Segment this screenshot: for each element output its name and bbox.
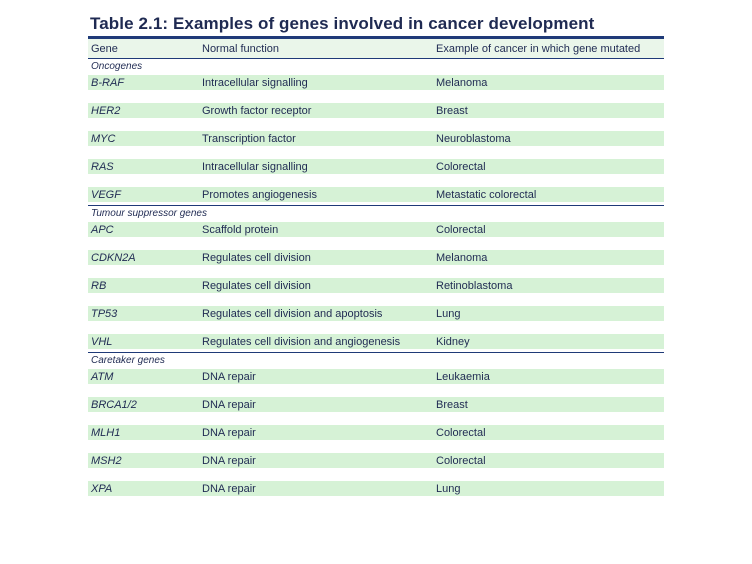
cell-gene: CDKN2A xyxy=(91,251,136,264)
row-spacer xyxy=(88,90,664,103)
cell-function: DNA repair xyxy=(202,398,256,411)
table-row: RB Regulates cell division Retinoblastoma xyxy=(88,278,664,293)
table-row: XPA DNA repair Lung xyxy=(88,481,664,496)
section-label: Caretaker genes xyxy=(91,355,165,366)
table-row: HER2 Growth factor receptor Breast xyxy=(88,103,664,118)
row-spacer xyxy=(88,265,664,278)
cell-function: Regulates cell division and apoptosis xyxy=(202,307,383,320)
cell-gene: MSH2 xyxy=(91,454,122,467)
cell-function: Regulates cell division xyxy=(202,251,311,264)
cell-cancer: Melanoma xyxy=(436,251,488,264)
cell-cancer: Neuroblastoma xyxy=(436,132,511,145)
table-row: MYC Transcription factor Neuroblastoma xyxy=(88,131,664,146)
cell-cancer: Kidney xyxy=(436,335,470,348)
cell-cancer: Leukaemia xyxy=(436,370,490,383)
cell-cancer: Breast xyxy=(436,398,468,411)
cell-cancer: Lung xyxy=(436,307,461,320)
cell-gene: HER2 xyxy=(91,104,121,117)
row-spacer xyxy=(88,468,664,481)
cell-cancer: Breast xyxy=(436,104,468,117)
cell-function: DNA repair xyxy=(202,482,256,495)
cell-gene: ATM xyxy=(91,370,114,383)
cell-gene: MLH1 xyxy=(91,426,121,439)
table-row: VHL Regulates cell division and angiogene… xyxy=(88,334,664,349)
cell-function: Promotes angiogenesis xyxy=(202,188,317,201)
table-body: Oncogenes B-RAF Intracellular signalling Me… xyxy=(88,59,664,499)
cell-gene: MYC xyxy=(91,132,116,145)
section-divider xyxy=(88,205,664,206)
row-spacer xyxy=(88,146,664,159)
cell-function: Intracellular signalling xyxy=(202,76,308,89)
table-row: BRCA1/2 DNA repair Breast xyxy=(88,397,664,412)
row-spacer xyxy=(88,440,664,453)
cell-gene: XPA xyxy=(91,482,113,495)
row-spacer xyxy=(88,293,664,306)
table-row: ATM DNA repair Leukaemia xyxy=(88,369,664,384)
cell-function: Scaffold protein xyxy=(202,223,279,236)
cell-gene: TP53 xyxy=(91,307,118,320)
cell-function: DNA repair xyxy=(202,454,256,467)
cell-cancer: Colorectal xyxy=(436,426,486,439)
cell-cancer: Colorectal xyxy=(436,223,486,236)
table-title: Table 2.1: Examples of genes involved in… xyxy=(90,14,595,33)
cell-gene: BRCA1/2 xyxy=(91,398,137,411)
table-row: MLH1 DNA repair Colorectal xyxy=(88,425,664,440)
row-spacer xyxy=(88,496,664,499)
row-spacer xyxy=(88,412,664,425)
cell-function: Regulates cell division and angiogenesis xyxy=(202,335,401,348)
cell-gene: VHL xyxy=(91,335,113,348)
table-row: MSH2 DNA repair Colorectal xyxy=(88,453,664,468)
cell-function: Growth factor receptor xyxy=(202,104,312,117)
table-row: B-RAF Intracellular signalling Melanoma xyxy=(88,75,664,90)
cell-gene: VEGF xyxy=(91,188,121,201)
row-spacer xyxy=(88,202,664,205)
cell-gene: RAS xyxy=(91,160,114,173)
table-row: VEGF Promotes angiogenesis Metastatic colo… xyxy=(88,187,664,202)
cell-gene: RB xyxy=(91,279,107,292)
cell-function: DNA repair xyxy=(202,370,256,383)
header-cancer: Example of cancer in which gene mutated xyxy=(436,42,641,55)
section-divider xyxy=(88,352,664,353)
table-row: RAS Intracellular signalling Colorectal xyxy=(88,159,664,174)
cell-cancer: Melanoma xyxy=(436,76,488,89)
cell-function: Transcription factor xyxy=(202,132,296,145)
section-label: Tumour suppressor genes xyxy=(91,208,207,219)
row-spacer xyxy=(88,237,664,250)
row-spacer xyxy=(88,321,664,334)
section-label: Oncogenes xyxy=(91,61,143,72)
table-page: Table 2.1: Examples of genes involved in… xyxy=(88,12,664,499)
table-row: CDKN2A Regulates cell division Melanoma xyxy=(88,250,664,265)
cell-function: Intracellular signalling xyxy=(202,160,308,173)
cell-cancer: Metastatic colorectal xyxy=(436,188,537,201)
table-header: Gene Normal function Example of cancer i… xyxy=(88,39,664,59)
header-function: Normal function xyxy=(202,42,280,55)
cell-gene: APC xyxy=(91,223,114,236)
title-rule xyxy=(88,36,664,39)
row-spacer xyxy=(88,384,664,397)
cell-cancer: Colorectal xyxy=(436,454,486,467)
cell-cancer: Colorectal xyxy=(436,160,486,173)
table-row: TP53 Regulates cell division and apoptosi… xyxy=(88,306,664,321)
cell-gene: B-RAF xyxy=(91,76,124,89)
row-spacer xyxy=(88,174,664,187)
cell-function: Regulates cell division xyxy=(202,279,311,292)
table-row: APC Scaffold protein Colorectal xyxy=(88,222,664,237)
cell-cancer: Retinoblastoma xyxy=(436,279,513,292)
header-gene: Gene xyxy=(91,42,118,55)
cell-cancer: Lung xyxy=(436,482,461,495)
cell-function: DNA repair xyxy=(202,426,256,439)
row-spacer xyxy=(88,349,664,352)
row-spacer xyxy=(88,118,664,131)
